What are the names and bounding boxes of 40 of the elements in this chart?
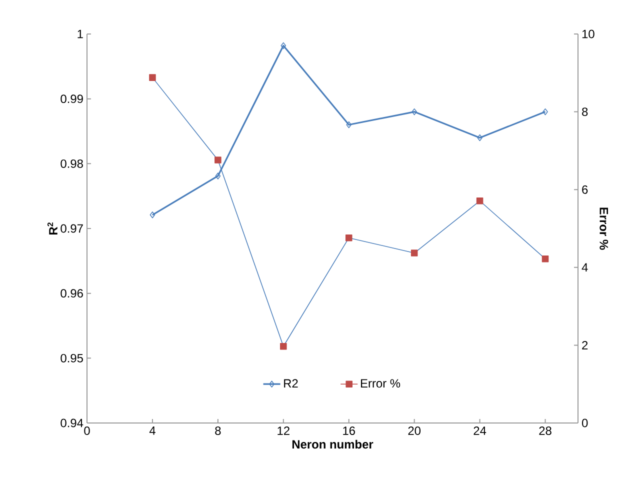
- x-tick-label: 24: [474, 426, 486, 435]
- point: [346, 121, 352, 128]
- y2-tick-label: 0: [582, 418, 588, 428]
- y-tick-label: 0.97: [60, 224, 83, 233]
- point: [542, 108, 548, 116]
- y2-tick-label: 4: [582, 263, 588, 272]
- y-axis-title: R$^{2}$: [47, 222, 58, 234]
- point: [477, 134, 482, 142]
- x-tick-label: 16: [343, 426, 355, 435]
- y2-axis-title: Error %: [600, 208, 608, 250]
- x-tick-label: 12: [278, 426, 290, 435]
- legend-label: R2: [284, 379, 298, 388]
- x-tick-label: 28: [539, 426, 552, 435]
- point: [542, 255, 549, 262]
- point: [215, 172, 221, 180]
- y-tick-label: 0.95: [60, 354, 83, 362]
- y-tick-label: 0.99: [60, 94, 83, 104]
- point: [280, 342, 287, 350]
- y-tick-label: 0.94: [60, 418, 84, 428]
- point: [150, 211, 156, 218]
- point: [280, 42, 286, 50]
- y2-tick-label: 10: [582, 30, 594, 38]
- y2-tick-label: 6: [582, 185, 588, 194]
- point: [412, 108, 417, 116]
- x-tick-label: 8: [215, 426, 221, 435]
- y-tick-label: 0.98: [60, 159, 83, 168]
- y2-tick-label: 2: [582, 341, 588, 350]
- x-tick-label: 20: [408, 426, 421, 435]
- y2-tick-label: 8: [582, 108, 588, 116]
- y-tick-label: 1: [78, 30, 83, 38]
- point: [214, 156, 222, 164]
- x-tick-label: 0: [84, 426, 90, 435]
- legend-label: Error %: [360, 379, 400, 388]
- point: [149, 74, 156, 81]
- point: [345, 234, 352, 242]
- x-tick-label: 4: [149, 426, 156, 435]
- y-tick-label: 0.96: [60, 289, 83, 298]
- x-axis-title: Neron number: [292, 440, 374, 449]
- point: [410, 250, 418, 256]
- point: [476, 197, 484, 204]
